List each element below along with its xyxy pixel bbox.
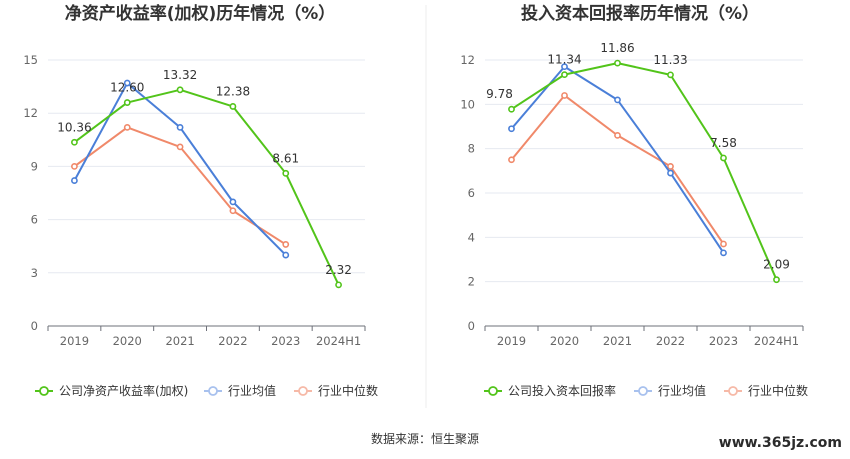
data-point-1	[720, 249, 727, 257]
data-label: 10.36	[57, 120, 91, 134]
data-label: 12.60	[110, 81, 144, 95]
chart-title: 净资产收益率(加权)历年情况（%）	[65, 3, 336, 24]
roic-chart-panel: 投入资本回报率历年情况（%） 0 2 4 6 8 10 12 2019 2020 2021 2022 2…	[460, 3, 808, 398]
data-label: 2.09	[763, 258, 790, 272]
x-tick-label: 2021	[165, 334, 194, 348]
y-tick-label: 0	[31, 319, 38, 333]
data-point-1	[229, 198, 237, 206]
data-point-2	[561, 92, 568, 99]
data-point-0	[773, 276, 780, 284]
data-point-0	[123, 99, 131, 106]
y-tick-label: 12	[23, 106, 38, 120]
x-tick-label: 2019	[60, 334, 89, 348]
data-point-1	[123, 79, 131, 87]
legend-marker-0	[39, 386, 49, 396]
y-tick-label: 6	[31, 213, 38, 227]
x-tick-label: 2022	[656, 334, 685, 348]
watermark-text: www.365jz.com	[719, 435, 842, 451]
legend-marker-0	[488, 386, 498, 396]
y-tick-label: 4	[468, 230, 475, 244]
series-line-1	[73, 82, 287, 256]
data-point-2	[614, 131, 621, 139]
data-label: 11.86	[600, 41, 634, 55]
series-line-0	[510, 62, 778, 281]
data-point-1	[614, 96, 621, 104]
y-tick-label: 8	[468, 142, 475, 156]
data-point-0	[614, 59, 621, 67]
x-tick-label: 2024H1	[754, 334, 799, 348]
roe-chart-panel: 净资产收益率(加权)历年情况（%） 0 3 6 9 12 15 2019 2020 2021 202…	[23, 3, 378, 398]
data-label: 9.78	[486, 87, 513, 101]
data-label: 7.58	[710, 136, 737, 150]
y-tick-label: 9	[31, 159, 38, 173]
series-line-2	[510, 94, 725, 245]
legend-label: 行业均值	[228, 383, 276, 398]
legend-label: 公司净资产收益率(加权)	[59, 383, 188, 398]
legend-marker-1	[208, 386, 218, 396]
legend-label: 行业中位数	[318, 383, 378, 398]
data-point-0	[282, 169, 290, 177]
y-tick-label: 3	[31, 266, 38, 280]
series-line-0	[73, 88, 340, 286]
data-point-0	[229, 103, 237, 110]
data-point-1	[561, 63, 568, 71]
y-tick-label: 15	[23, 53, 38, 67]
legend-label: 行业均值	[658, 383, 706, 398]
data-point-2	[508, 156, 515, 164]
data-point-0	[71, 138, 78, 146]
y-tick-label: 6	[468, 186, 475, 200]
legend-marker-2	[298, 386, 308, 396]
x-tick-label: 2024H1	[316, 334, 361, 348]
data-point-2	[229, 207, 237, 215]
data-point-2	[176, 143, 184, 151]
x-tick-label: 2023	[709, 334, 738, 348]
data-point-0	[561, 71, 568, 79]
legend-marker-2	[728, 386, 738, 396]
data-point-1	[282, 251, 290, 259]
series-line-1	[510, 65, 725, 254]
x-tick-label: 2020	[113, 334, 142, 348]
legend-marker-1	[638, 386, 648, 396]
data-point-2	[720, 240, 727, 248]
y-tick-label: 0	[468, 319, 475, 333]
data-point-0	[508, 105, 515, 113]
x-tick-label: 2019	[497, 334, 526, 348]
data-point-1	[667, 169, 674, 177]
x-tick-label: 2022	[218, 334, 247, 348]
legend-label: 行业中位数	[748, 383, 808, 398]
data-point-0	[667, 71, 674, 79]
x-tick-label: 2021	[603, 334, 632, 348]
data-label: 11.34	[547, 53, 581, 67]
y-tick-label: 2	[468, 275, 475, 289]
data-point-2	[123, 123, 131, 131]
data-label: 8.61	[272, 151, 299, 165]
y-tick-label: 10	[460, 97, 475, 111]
data-point-2	[282, 241, 290, 248]
data-label: 2.32	[325, 263, 352, 277]
data-label: 11.33	[653, 53, 687, 67]
data-point-1	[71, 177, 78, 184]
y-tick-label: 12	[460, 53, 475, 67]
data-label: 13.32	[163, 68, 197, 82]
data-label: 12.38	[216, 84, 250, 98]
data-point-0	[176, 86, 184, 94]
data-point-2	[71, 162, 78, 170]
legend-label: 公司投入资本回报率	[508, 383, 616, 398]
x-tick-label: 2020	[550, 334, 579, 348]
x-tick-label: 2023	[271, 334, 300, 348]
data-source-label: 数据来源：恒生聚源	[371, 431, 479, 446]
data-point-2	[667, 162, 674, 170]
data-point-1	[508, 125, 515, 133]
data-point-1	[176, 123, 184, 131]
chart-title: 投入资本回报率历年情况（%）	[521, 3, 759, 24]
data-point-0	[720, 154, 727, 162]
data-point-0	[335, 281, 342, 289]
